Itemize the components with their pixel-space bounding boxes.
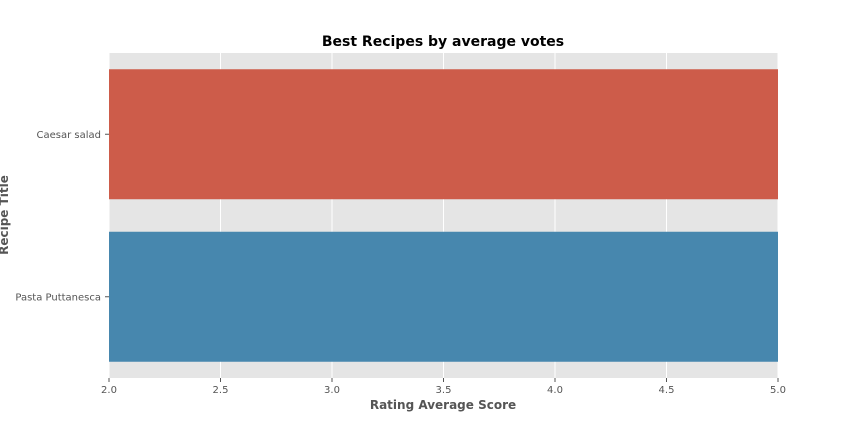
x-axis-ticks: 2.0 2.5 3.0 3.5 4.0 4.5 5.0 bbox=[101, 378, 786, 396]
y-axis-ticks: Caesar salad Pasta Puttanesca bbox=[15, 130, 109, 303]
y-tick-label: Caesar salad bbox=[37, 130, 101, 141]
x-tick-label: 4.0 bbox=[547, 385, 563, 396]
bars bbox=[109, 69, 778, 362]
y-tick-label: Pasta Puttanesca bbox=[15, 292, 101, 303]
x-tick-label: 4.5 bbox=[659, 385, 675, 396]
x-tick-label: 2.0 bbox=[101, 385, 117, 396]
x-axis-label: Rating Average Score bbox=[370, 398, 516, 412]
bar bbox=[109, 231, 778, 362]
bar bbox=[109, 69, 778, 200]
y-axis-label: Recipe Title bbox=[0, 175, 11, 255]
chart-title: Best Recipes by average votes bbox=[322, 34, 564, 50]
x-tick-label: 3.5 bbox=[436, 385, 452, 396]
x-tick-label: 5.0 bbox=[770, 385, 786, 396]
x-tick-label: 2.5 bbox=[213, 385, 229, 396]
x-tick-label: 3.0 bbox=[324, 385, 340, 396]
